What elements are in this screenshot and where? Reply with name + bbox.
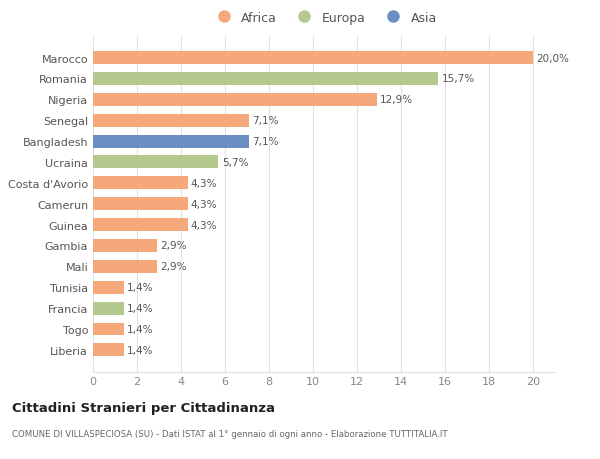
Text: 5,7%: 5,7% [222, 157, 248, 168]
Bar [93, 135, 249, 148]
Bar [93, 281, 124, 294]
Text: 12,9%: 12,9% [380, 95, 413, 105]
Bar [93, 156, 218, 169]
Bar [93, 260, 157, 273]
Text: 2,9%: 2,9% [160, 262, 187, 272]
Bar [93, 240, 157, 252]
Text: 15,7%: 15,7% [442, 74, 475, 84]
Bar [93, 198, 188, 211]
Text: 7,1%: 7,1% [253, 137, 279, 147]
Bar [93, 73, 439, 86]
Bar [93, 302, 124, 315]
Text: 2,9%: 2,9% [160, 241, 187, 251]
Text: COMUNE DI VILLASPECIOSA (SU) - Dati ISTAT al 1° gennaio di ogni anno - Elaborazi: COMUNE DI VILLASPECIOSA (SU) - Dati ISTA… [12, 429, 448, 438]
Bar [93, 177, 188, 190]
Bar [93, 344, 124, 357]
Text: Cittadini Stranieri per Cittadinanza: Cittadini Stranieri per Cittadinanza [12, 402, 275, 414]
Text: 1,4%: 1,4% [127, 324, 154, 334]
Legend: Africa, Europa, Asia: Africa, Europa, Asia [209, 9, 439, 27]
Bar [93, 323, 124, 336]
Bar [93, 52, 533, 65]
Text: 7,1%: 7,1% [253, 116, 279, 126]
Text: 4,3%: 4,3% [191, 220, 217, 230]
Text: 1,4%: 1,4% [127, 303, 154, 313]
Bar [93, 94, 377, 106]
Text: 1,4%: 1,4% [127, 345, 154, 355]
Text: 4,3%: 4,3% [191, 199, 217, 209]
Bar [93, 218, 188, 231]
Bar [93, 114, 249, 128]
Text: 4,3%: 4,3% [191, 179, 217, 188]
Text: 20,0%: 20,0% [536, 53, 569, 63]
Text: 1,4%: 1,4% [127, 283, 154, 292]
